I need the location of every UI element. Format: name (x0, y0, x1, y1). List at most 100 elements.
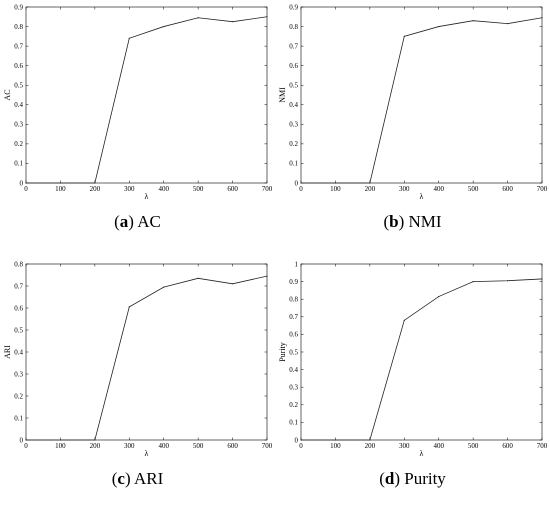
data-point (163, 25, 165, 28)
data-point (403, 35, 405, 37)
x-tick-label: 600 (502, 185, 513, 193)
data-point (334, 182, 337, 184)
data-point (231, 21, 234, 23)
x-axis-label: λ (145, 449, 149, 457)
x-tick-label: 100 (330, 185, 341, 193)
y-tick-label: 0.1 (289, 160, 298, 168)
y-tick-label: 0.5 (289, 82, 298, 90)
y-tick-label: 0.2 (14, 392, 23, 400)
y-axis-label: Purity (278, 342, 287, 362)
x-tick-label: 400 (433, 185, 444, 193)
x-tick-label: 300 (399, 185, 410, 193)
caption-text: Purity (404, 469, 446, 488)
plot-frame (300, 6, 543, 184)
chart-ac: 0 100 200 300 400 500 600 700 0 0.1 0.2 0.3 0.4 0.5 0.… (3, 3, 273, 200)
x-tick-label: 400 (158, 442, 169, 450)
x-tick-label: 700 (262, 185, 273, 193)
y-tick-label: 0.7 (289, 313, 298, 321)
y-tick-label: 0.4 (14, 101, 23, 109)
y-tick-label: 0.7 (14, 42, 23, 50)
data-point (59, 182, 62, 184)
x-axis-label: λ (420, 192, 424, 200)
data-point (25, 439, 27, 441)
data-point (128, 306, 130, 308)
x-tick-label: 200 (90, 185, 101, 193)
y-tick-label: 0.3 (289, 121, 298, 129)
plot-frame (25, 263, 268, 441)
x-tick-label: 500 (193, 185, 204, 193)
chart-panel-ac: 0 100 200 300 400 500 600 700 0 0.1 0.2 0.3 0.4 0.5 0.… (0, 0, 275, 257)
x-tick-label: 600 (502, 442, 513, 450)
data-point (438, 295, 440, 298)
x-tick-label: 300 (124, 442, 135, 450)
y-tick-label: 0.5 (14, 326, 23, 334)
x-tick-label: 300 (124, 185, 135, 193)
series-line (301, 278, 543, 441)
caption-nmi: (b) NMI (383, 212, 442, 231)
y-tick-label: 0.3 (289, 384, 298, 392)
data-point (300, 439, 302, 441)
y-tick-label: 0.3 (14, 121, 23, 129)
caption-ari: (c) ARI (111, 469, 164, 488)
x-tick-label: 300 (399, 442, 410, 450)
y-tick-label: 0.8 (289, 23, 298, 31)
chart-purity: 0 100 200 300 400 500 600 700 0 0.1 0.2 0.3 0.4 0.5 0.… (278, 260, 548, 457)
caption-ac: (a) AC (114, 212, 161, 231)
x-tick-label: 200 (90, 442, 101, 450)
data-point (403, 319, 405, 321)
y-tick-label: 0.3 (14, 370, 23, 378)
x-tick-label: 0 (299, 442, 303, 450)
data-point (369, 182, 371, 184)
y-tick-label: 0.6 (14, 304, 23, 312)
y-tick-label: 0.8 (14, 260, 23, 268)
y-tick-label: 0.2 (289, 401, 298, 409)
y-tick-label: 0 (295, 179, 299, 187)
x-tick-label: 0 (24, 442, 28, 450)
x-axis-label: λ (145, 192, 149, 200)
y-tick-label: 0.1 (14, 160, 23, 168)
y-tick-label: 0.4 (289, 366, 298, 374)
y-tick-label: 0.9 (289, 278, 298, 286)
data-point (25, 182, 27, 184)
x-tick-label: 700 (537, 442, 548, 450)
x-tick-label: 500 (193, 442, 204, 450)
y-tick-label: 0.7 (289, 42, 298, 50)
x-tick-label: 100 (330, 442, 341, 450)
y-tick-label: 0.2 (289, 140, 298, 148)
y-tick-label: 0.1 (289, 419, 298, 427)
data-point (438, 25, 440, 28)
caption-letter: b (389, 212, 399, 231)
series-line (26, 16, 268, 184)
x-tick-label: 600 (227, 442, 238, 450)
data-point (128, 37, 130, 39)
data-point (541, 278, 543, 280)
plot-frame (25, 6, 268, 184)
y-tick-label: 0.7 (14, 282, 23, 290)
y-tick-label: 0.6 (289, 331, 298, 339)
x-tick-label: 500 (468, 185, 479, 193)
x-tick-label: 100 (55, 442, 66, 450)
y-tick-label: 1 (295, 260, 299, 268)
data-point (163, 286, 165, 288)
data-point (472, 20, 474, 22)
x-tick-label: 600 (227, 185, 238, 193)
data-point (541, 17, 543, 19)
y-tick-label: 0.6 (289, 62, 298, 70)
plot-frame (300, 263, 543, 441)
x-axis-label: λ (420, 449, 424, 457)
data-point (59, 439, 62, 441)
y-tick-label: 0.5 (289, 348, 298, 356)
x-tick-label: 200 (365, 185, 376, 193)
y-tick-label: 0 (20, 179, 24, 187)
y-tick-label: 0 (20, 436, 24, 444)
y-tick-label: 0.8 (14, 23, 23, 31)
data-point (506, 23, 509, 25)
series-line (26, 275, 268, 441)
data-point (94, 439, 96, 441)
data-point (197, 17, 199, 19)
chart-nmi: 0 100 200 300 400 500 600 700 0 0.1 0.2 0.3 0.4 0.5 0.… (278, 3, 548, 200)
x-tick-label: 100 (55, 185, 66, 193)
y-axis-label: AC (3, 89, 12, 100)
caption-text: ARI (133, 469, 164, 488)
data-point (266, 275, 268, 277)
